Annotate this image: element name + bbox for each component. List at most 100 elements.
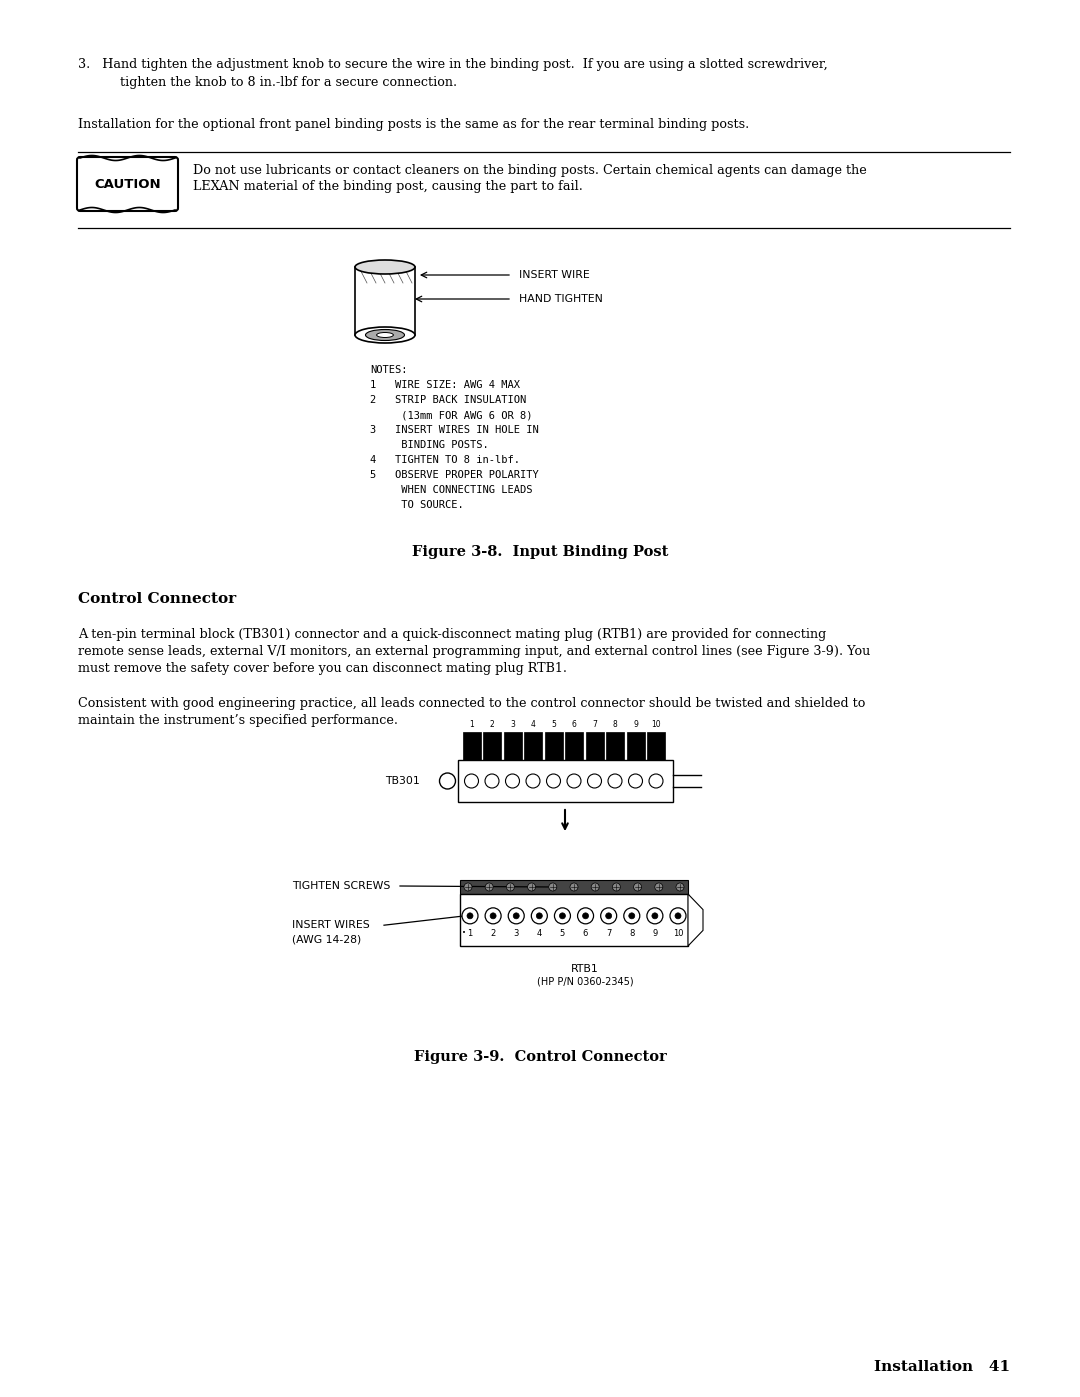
Bar <box>606 732 624 760</box>
Circle shape <box>467 912 473 919</box>
Circle shape <box>647 908 663 923</box>
Text: 4: 4 <box>537 929 542 937</box>
Circle shape <box>528 883 536 891</box>
Circle shape <box>485 883 494 891</box>
Circle shape <box>676 883 684 891</box>
Text: (AWG 14-28): (AWG 14-28) <box>292 935 361 944</box>
Circle shape <box>509 908 524 923</box>
Text: 10: 10 <box>651 719 661 729</box>
Circle shape <box>629 912 635 919</box>
Circle shape <box>537 912 542 919</box>
Text: 8: 8 <box>612 719 618 729</box>
Text: TB301: TB301 <box>386 775 420 787</box>
Polygon shape <box>688 894 703 946</box>
Circle shape <box>588 774 602 788</box>
Text: HAND TIGHTEN: HAND TIGHTEN <box>519 293 603 305</box>
Circle shape <box>600 908 617 923</box>
Circle shape <box>654 883 663 891</box>
Circle shape <box>624 908 639 923</box>
Circle shape <box>570 883 578 891</box>
Text: Installation for the optional front panel binding posts is the same as for the r: Installation for the optional front pane… <box>78 117 750 131</box>
Text: 3: 3 <box>513 929 518 937</box>
Text: Consistent with good engineering practice, all leads connected to the control co: Consistent with good engineering practic… <box>78 697 865 710</box>
Text: 9: 9 <box>652 929 658 937</box>
Text: NOTES:: NOTES: <box>370 365 407 374</box>
Text: 10: 10 <box>673 929 684 937</box>
Text: 2: 2 <box>489 719 495 729</box>
Text: Do not use lubricants or contact cleaners on the binding posts. Certain chemical: Do not use lubricants or contact cleaner… <box>193 163 867 177</box>
Text: 7: 7 <box>592 719 597 729</box>
Ellipse shape <box>355 327 415 344</box>
Text: Figure 3-9.  Control Connector: Figure 3-9. Control Connector <box>414 1051 666 1065</box>
Circle shape <box>490 912 496 919</box>
Circle shape <box>634 883 642 891</box>
Text: must remove the safety cover before you can disconnect mating plug RTB1.: must remove the safety cover before you … <box>78 662 567 675</box>
Text: 9: 9 <box>633 719 638 729</box>
Text: 3: 3 <box>510 719 515 729</box>
FancyBboxPatch shape <box>77 156 178 211</box>
Polygon shape <box>460 894 688 946</box>
Polygon shape <box>460 880 688 894</box>
Circle shape <box>629 774 643 788</box>
Circle shape <box>464 883 472 891</box>
Circle shape <box>485 774 499 788</box>
Circle shape <box>612 883 620 891</box>
Text: A ten-pin terminal block (TB301) connector and a quick-disconnect mating plug (R: A ten-pin terminal block (TB301) connect… <box>78 629 826 641</box>
Circle shape <box>507 883 514 891</box>
Ellipse shape <box>365 330 405 341</box>
Circle shape <box>464 774 478 788</box>
Bar <box>585 732 604 760</box>
Text: 7: 7 <box>606 929 611 937</box>
Bar <box>647 732 665 760</box>
Bar <box>626 732 645 760</box>
Text: BINDING POSTS.: BINDING POSTS. <box>370 440 489 450</box>
Ellipse shape <box>377 332 393 338</box>
Text: 2: 2 <box>490 929 496 937</box>
Circle shape <box>652 912 658 919</box>
Text: 3.   Hand tighten the adjustment knob to secure the wire in the binding post.  I: 3. Hand tighten the adjustment knob to s… <box>78 59 827 71</box>
Text: •: • <box>462 930 465 936</box>
Circle shape <box>546 774 561 788</box>
Text: 1: 1 <box>469 719 474 729</box>
Circle shape <box>670 908 686 923</box>
Circle shape <box>608 774 622 788</box>
Circle shape <box>485 908 501 923</box>
Text: 5: 5 <box>551 719 556 729</box>
Circle shape <box>578 908 594 923</box>
Text: INSERT WIRES: INSERT WIRES <box>292 921 369 930</box>
Text: (HP P/N 0360-2345): (HP P/N 0360-2345) <box>537 977 633 986</box>
Circle shape <box>582 912 589 919</box>
Text: 1: 1 <box>468 929 473 937</box>
Text: 6: 6 <box>583 929 589 937</box>
Circle shape <box>554 908 570 923</box>
Text: Control Connector: Control Connector <box>78 592 237 606</box>
Text: RTB1: RTB1 <box>571 964 599 974</box>
Circle shape <box>567 774 581 788</box>
Circle shape <box>462 908 478 923</box>
Text: LEXAN material of the binding post, causing the part to fail.: LEXAN material of the binding post, caus… <box>193 180 583 193</box>
Text: 1   WIRE SIZE: AWG 4 MAX: 1 WIRE SIZE: AWG 4 MAX <box>370 380 519 390</box>
Bar <box>462 732 481 760</box>
Text: WHEN CONNECTING LEADS: WHEN CONNECTING LEADS <box>370 485 532 495</box>
Circle shape <box>559 912 566 919</box>
Polygon shape <box>355 267 415 335</box>
Bar <box>524 732 542 760</box>
Bar <box>544 732 563 760</box>
Text: TO SOURCE.: TO SOURCE. <box>370 500 463 510</box>
Circle shape <box>526 774 540 788</box>
Bar <box>483 732 501 760</box>
Bar <box>458 760 673 802</box>
Text: 2   STRIP BACK INSULATION: 2 STRIP BACK INSULATION <box>370 395 526 405</box>
Bar <box>565 732 583 760</box>
Text: 4: 4 <box>530 719 536 729</box>
Text: 5   OBSERVE PROPER POLARITY: 5 OBSERVE PROPER POLARITY <box>370 469 539 481</box>
Text: 6: 6 <box>571 719 577 729</box>
Circle shape <box>505 774 519 788</box>
Circle shape <box>549 883 557 891</box>
Bar <box>503 732 522 760</box>
Text: (13mm FOR AWG 6 OR 8): (13mm FOR AWG 6 OR 8) <box>370 409 532 420</box>
Ellipse shape <box>355 260 415 274</box>
Circle shape <box>531 908 548 923</box>
Text: Installation   41: Installation 41 <box>874 1361 1010 1375</box>
Circle shape <box>675 912 681 919</box>
